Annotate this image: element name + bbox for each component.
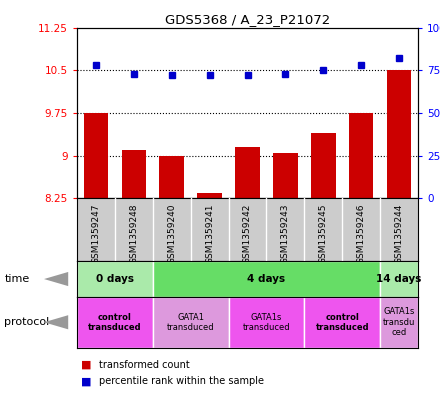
Bar bbox=[380, 297, 418, 348]
Bar bbox=[153, 261, 380, 297]
Text: time: time bbox=[4, 274, 29, 284]
Text: 4 days: 4 days bbox=[247, 274, 286, 284]
Text: GATA1s
transduced: GATA1s transduced bbox=[242, 312, 290, 332]
Text: percentile rank within the sample: percentile rank within the sample bbox=[99, 376, 264, 386]
Text: GSM1359246: GSM1359246 bbox=[357, 204, 366, 264]
Bar bbox=[349, 113, 374, 198]
Bar bbox=[77, 297, 153, 348]
Text: transformed count: transformed count bbox=[99, 360, 190, 370]
Bar bbox=[197, 193, 222, 198]
Bar bbox=[77, 261, 153, 297]
Text: GSM1359242: GSM1359242 bbox=[243, 204, 252, 264]
Text: GSM1359241: GSM1359241 bbox=[205, 204, 214, 264]
Text: GSM1359244: GSM1359244 bbox=[395, 204, 403, 264]
Bar bbox=[311, 133, 336, 198]
Bar bbox=[380, 261, 418, 297]
Text: protocol: protocol bbox=[4, 317, 50, 327]
Polygon shape bbox=[44, 272, 68, 286]
Bar bbox=[228, 297, 304, 348]
Text: control
transduced: control transduced bbox=[88, 312, 142, 332]
Title: GDS5368 / A_23_P21072: GDS5368 / A_23_P21072 bbox=[165, 13, 330, 26]
Bar bbox=[235, 147, 260, 198]
Text: GSM1359247: GSM1359247 bbox=[92, 204, 100, 264]
Text: GSM1359245: GSM1359245 bbox=[319, 204, 328, 264]
Text: GSM1359248: GSM1359248 bbox=[129, 204, 138, 264]
Text: GATA1s
transdu
ced: GATA1s transdu ced bbox=[383, 307, 415, 337]
Text: GSM1359243: GSM1359243 bbox=[281, 204, 290, 264]
Bar bbox=[153, 297, 228, 348]
Text: ■: ■ bbox=[81, 360, 92, 370]
Polygon shape bbox=[44, 315, 68, 329]
Bar bbox=[387, 70, 411, 198]
Text: GATA1
transduced: GATA1 transduced bbox=[167, 312, 214, 332]
Bar bbox=[304, 297, 380, 348]
Bar bbox=[84, 113, 108, 198]
Text: GSM1359240: GSM1359240 bbox=[167, 204, 176, 264]
Text: control
transduced: control transduced bbox=[315, 312, 369, 332]
Bar bbox=[121, 150, 146, 198]
Bar bbox=[273, 153, 298, 198]
Text: 0 days: 0 days bbox=[96, 274, 134, 284]
Text: 14 days: 14 days bbox=[376, 274, 422, 284]
Bar bbox=[159, 156, 184, 198]
Text: ■: ■ bbox=[81, 376, 92, 386]
